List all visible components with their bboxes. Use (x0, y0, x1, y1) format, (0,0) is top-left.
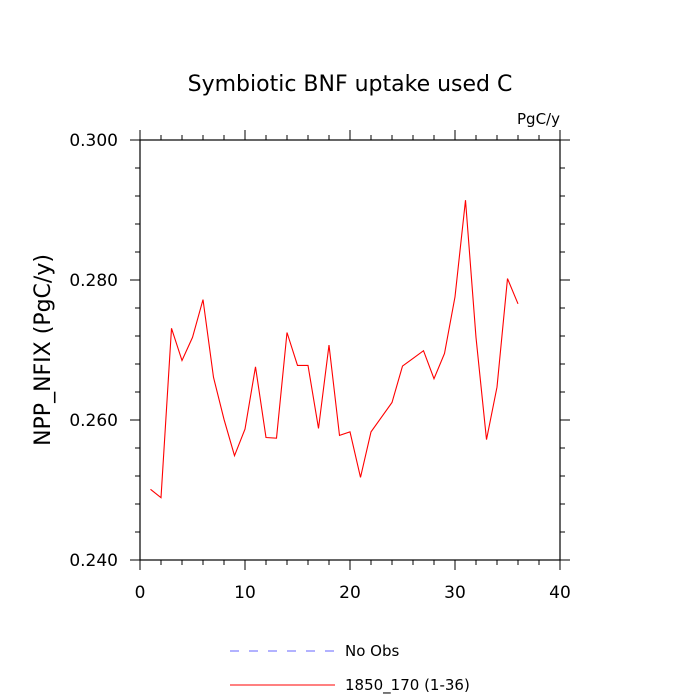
x-tick-label: 0 (135, 583, 146, 603)
chart-title: Symbiotic BNF uptake used C (188, 72, 513, 97)
y-tick-label: 0.260 (69, 411, 118, 431)
x-tick-label: 10 (234, 583, 256, 603)
series-layer (150, 200, 519, 499)
units-label: PgC/y (517, 110, 560, 128)
x-tick-label: 30 (444, 583, 466, 603)
y-tick-label: 0.240 (69, 551, 118, 571)
series-line (150, 200, 519, 499)
plot-frame (139, 139, 561, 561)
legend-label: No Obs (345, 642, 399, 660)
x-tick-label: 40 (549, 583, 571, 603)
legend-label: 1850_170 (1-36) (345, 676, 470, 695)
x-tick-label: 20 (339, 583, 361, 603)
axes: 0 10 20 30 40 0.240 0.260 0.280 0.300 (69, 130, 571, 603)
y-axis-label: NPP_NFIX (PgC/y) (31, 254, 56, 446)
y-tick-label: 0.300 (69, 131, 118, 151)
y-tick-label: 0.280 (69, 271, 118, 291)
legend: No Obs 1850_170 (1-36) (230, 642, 470, 695)
